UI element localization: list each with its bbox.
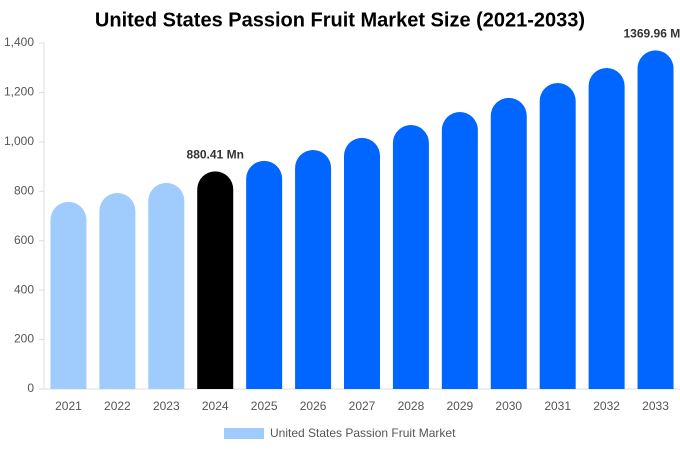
- value-label: 880.41 Mn: [187, 148, 244, 162]
- bar: [295, 150, 332, 389]
- x-tick-label: 2026: [300, 399, 327, 413]
- y-tick-label: 200: [14, 332, 34, 346]
- bar: [441, 111, 478, 390]
- x-tick-label: 2030: [495, 399, 522, 413]
- y-tick-label: 0: [27, 381, 34, 395]
- bar: [197, 171, 234, 389]
- x-tick-label: 2029: [446, 399, 473, 413]
- bar: [246, 160, 283, 389]
- x-tick-label: 2024: [202, 399, 229, 413]
- bar: [490, 97, 527, 389]
- y-tick-label: 1,000: [4, 134, 34, 148]
- x-tick-label: 2027: [349, 399, 376, 413]
- x-tick-label: 2028: [398, 399, 425, 413]
- x-tick-label: 2032: [593, 399, 620, 413]
- y-tick-label: 400: [14, 282, 34, 296]
- bar: [148, 182, 185, 389]
- bar: [588, 67, 625, 389]
- x-tick-label: 2023: [153, 399, 180, 413]
- chart-title: United States Passion Fruit Market Size …: [95, 9, 585, 31]
- legend-swatch: [224, 428, 264, 439]
- value-label: 1369.96 Mn: [624, 27, 680, 41]
- x-tick-label: 2031: [544, 399, 571, 413]
- bar: [50, 201, 87, 389]
- bar: [344, 137, 380, 389]
- legend-label: United States Passion Fruit Market: [270, 426, 456, 440]
- x-tick-label: 2022: [104, 399, 131, 413]
- y-tick-label: 600: [14, 233, 34, 247]
- bar: [637, 50, 674, 390]
- bar: [539, 83, 576, 389]
- y-tick-label: 1,200: [4, 85, 34, 99]
- bar: [392, 125, 429, 389]
- x-tick-label: 2033: [642, 399, 669, 413]
- x-tick-label: 2021: [55, 399, 82, 413]
- y-tick-label: 800: [14, 183, 34, 197]
- bar: [99, 193, 136, 389]
- y-tick-label: 1,400: [4, 35, 34, 49]
- x-tick-label: 2025: [251, 399, 278, 413]
